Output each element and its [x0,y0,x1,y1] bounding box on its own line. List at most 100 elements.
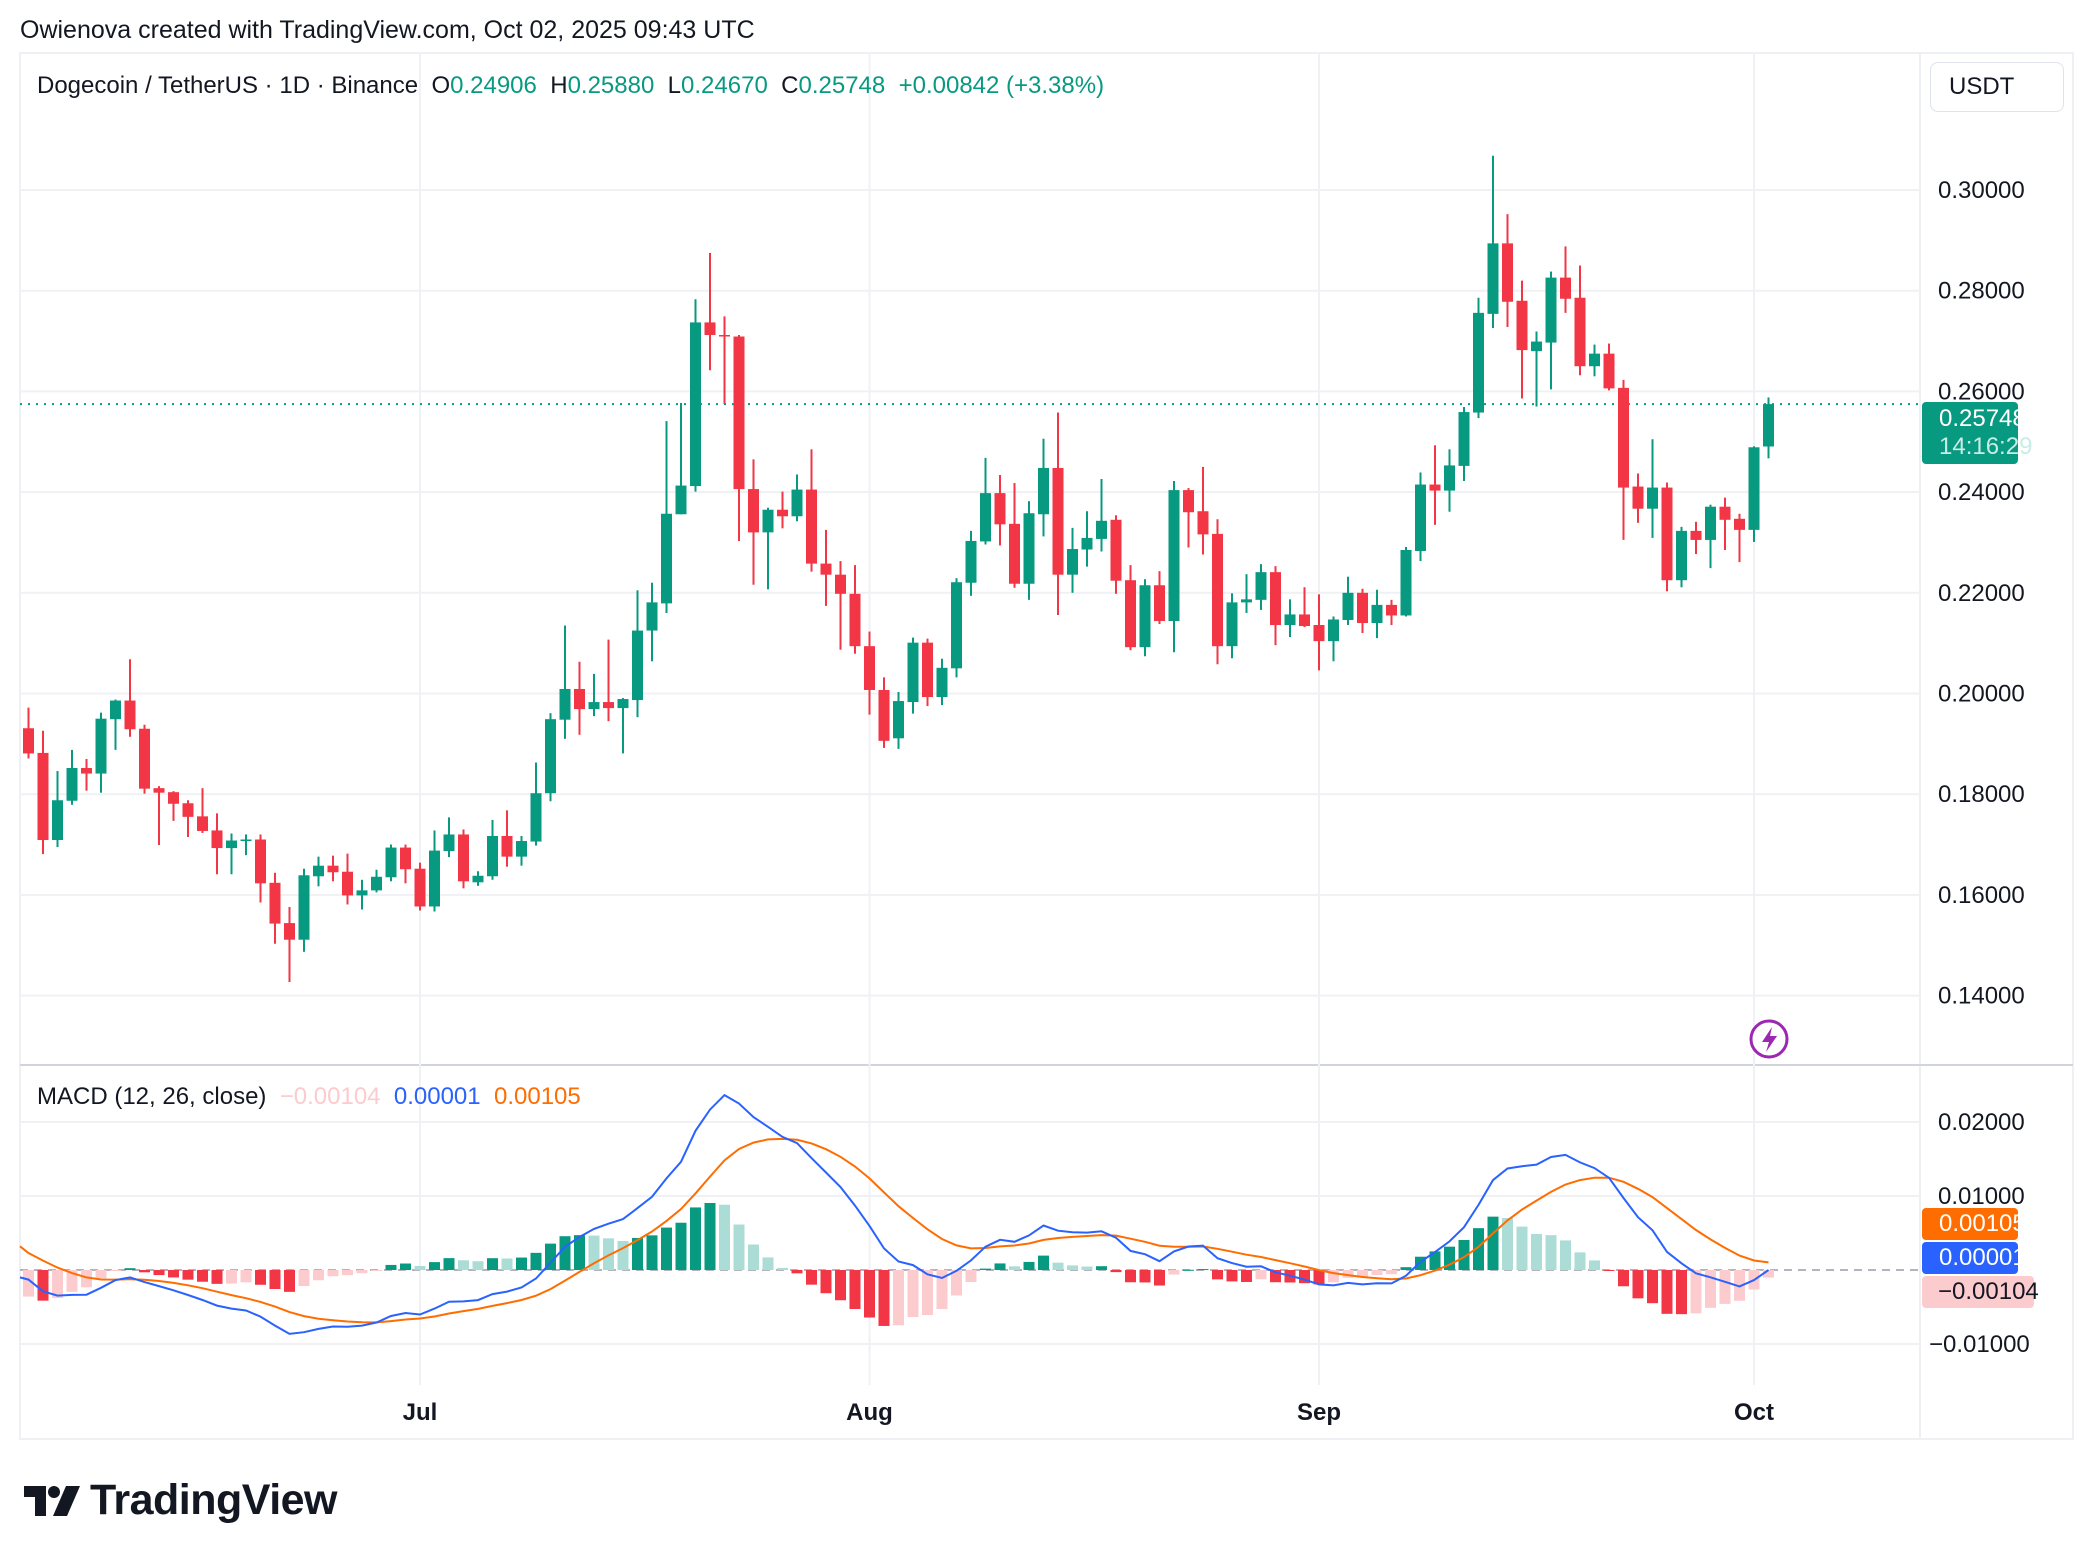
macd-histogram-bar [1226,1270,1238,1282]
candle-bullish [371,869,382,893]
symbol-legend[interactable]: Dogecoin / TetherUS · 1D · Binance O 0.24… [37,72,1104,100]
candle-body [1313,625,1325,642]
currency-button[interactable]: USDT [1930,62,2064,112]
symbol-name[interactable]: Dogecoin / TetherUS · 1D · Binance [37,72,419,99]
open-label: O [431,72,451,99]
candle-bullish [1705,504,1716,569]
macd-signal-line [19,1137,1769,1324]
price-tick-label: 0.30000 [1938,177,2025,204]
macd-histogram-bar [1241,1270,1252,1282]
macd-histogram-bar [994,1263,1006,1270]
candle-body [211,830,223,849]
candle-bearish [1661,482,1673,592]
candle-bullish [1038,438,1049,537]
candle-body [806,489,817,564]
candle-body [1618,387,1629,488]
macd-histogram-bar [951,1270,962,1296]
macd-histogram-bar [849,1270,861,1310]
high-label: H [550,72,568,99]
price-tick-label: 0.24000 [1938,479,2025,506]
macd-legend[interactable]: MACD (12, 26, close) −0.00104 0.00001 0.… [37,1083,581,1111]
candle-bearish [733,335,745,541]
candle-bullish [1415,472,1426,562]
macd-histogram-bar [632,1237,643,1270]
macd-histogram-bar [487,1258,498,1270]
candle-body [603,702,614,709]
macd-histogram-bar [472,1261,484,1270]
candle-body [284,923,295,940]
macd-axis[interactable]: 0.02000 0.01000 −0.01000 [1929,1109,2030,1358]
candle-bullish [1748,446,1760,542]
candle-bullish [313,856,324,887]
macd-histogram-bar [1458,1239,1470,1270]
candle-body [66,768,78,801]
macd-histogram-bar [443,1258,455,1270]
candle-bullish [1023,501,1035,600]
candle-bearish [922,638,933,707]
candle-body [704,322,716,336]
macd-histogram-bar [66,1270,78,1292]
price-tick-label: 0.28000 [1938,278,2025,305]
macd-histogram-bar [1270,1270,1281,1283]
macd-histogram-bar [661,1227,672,1270]
macd-histogram-bar [327,1270,339,1277]
candle-bearish [168,791,179,821]
candle-body [733,336,745,490]
macd-histogram-bar [748,1244,759,1270]
candle-bearish [1429,445,1441,525]
price-axis[interactable]: 0.30000 0.28000 0.26000 0.24000 0.22000 0.200… [1938,177,2025,1010]
candle-bullish [240,834,252,856]
candle-bearish [1386,599,1397,626]
candle-bullish [1400,546,1412,617]
macd-histogram-bar [1603,1270,1615,1271]
low-value: 0.24670 [681,72,768,99]
candle-bullish [1531,331,1542,407]
macd-histogram-bar [211,1270,223,1284]
candle-bullish [1081,511,1093,567]
candle-body [791,489,803,517]
candle-body [1574,297,1586,367]
macd-histogram-bar [1429,1251,1441,1270]
candle-bearish [1618,379,1629,540]
macd-histogram-bar [617,1240,629,1270]
candle-body [1255,572,1267,600]
macd-histogram-bar [23,1270,34,1297]
candle-bearish [327,855,339,882]
macd-histogram-bar [1473,1228,1484,1270]
candle-bearish [1009,483,1020,588]
candle-body [1023,513,1035,584]
macd-histogram-bar [806,1270,817,1285]
macd-histogram-bar [1589,1260,1600,1270]
candle-body [1487,243,1499,314]
candle-bearish [878,677,890,748]
macd-tick-label: 0.02000 [1938,1109,2025,1136]
time-axis[interactable]: Jul Aug Sep Oct [403,1399,1774,1426]
price-tick-label: 0.16000 [1938,882,2025,909]
candle-body [1067,548,1078,575]
tradingview-logo[interactable]: TradingView [24,1476,338,1525]
candle-body [313,865,324,877]
candle-bullish [1241,574,1252,613]
candle-bullish [545,713,556,802]
macd-histogram-bar [124,1268,136,1270]
candle-bullish [1589,344,1600,377]
candle-body [820,563,832,575]
price-tick-label: 0.18000 [1938,781,2025,808]
candle-body [951,582,962,669]
candle-bullish [1763,397,1774,459]
macd-histogram-bar [1763,1270,1774,1278]
candle-body [1400,550,1412,616]
alert-lightning-icon[interactable] [1749,1019,1789,1059]
candle-bearish [719,316,730,404]
candle-bearish [1212,519,1223,665]
candle-body [1444,465,1455,491]
macd-histogram-bar [52,1270,63,1298]
candle-bullish [617,698,629,754]
macd-histogram-bar [603,1238,614,1270]
macd-indicator-name[interactable]: MACD (12, 26, close) [37,1083,267,1110]
candle-bearish [806,449,817,572]
macd-histogram-bar [675,1222,687,1270]
candle-bullish [980,457,991,545]
candle-body [139,728,150,789]
